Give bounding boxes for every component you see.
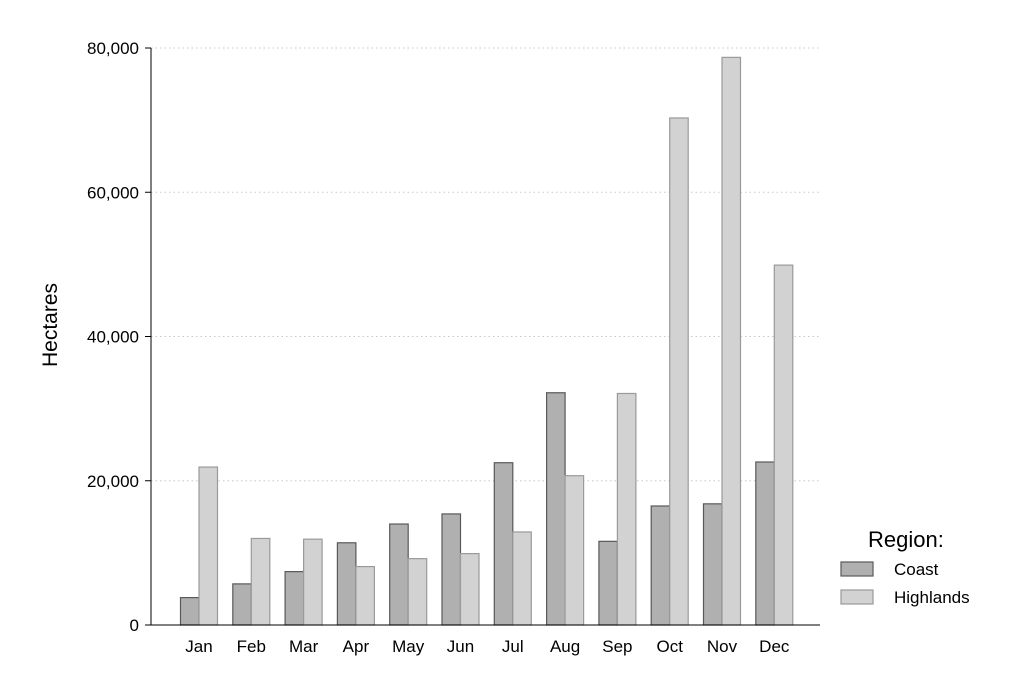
bar-highlands-nov — [721, 56, 742, 626]
legend-swatch-coast — [840, 561, 874, 577]
legend-label-coast: Coast — [894, 560, 939, 579]
y-tick-label: 0 — [130, 616, 139, 635]
x-tick-label: Jan — [185, 637, 212, 656]
y-tick-label: 60,000 — [87, 183, 139, 202]
x-tick-label: Oct — [656, 637, 683, 656]
x-tick-label: Nov — [707, 637, 738, 656]
bar-highlands-jul — [512, 531, 532, 626]
bar-coast-jun — [441, 513, 462, 626]
bar-highlands-feb — [250, 537, 271, 626]
y-tick-label: 80,000 — [87, 39, 139, 58]
x-tick-label: Jun — [447, 637, 474, 656]
x-tick-label: May — [392, 637, 425, 656]
legend-swatch-highlands — [840, 589, 874, 605]
bar-coast-apr — [336, 542, 357, 626]
y-tick-label: 20,000 — [87, 472, 139, 491]
legend: Region: Coast Highlands — [840, 527, 970, 607]
x-tick-label: Jul — [502, 637, 524, 656]
y-axis-title: Hectares — [39, 283, 62, 367]
bar-highlands-oct — [669, 117, 689, 626]
bar-coast-aug — [545, 392, 566, 626]
bar-highlands-sep — [616, 392, 637, 626]
x-tick-labels: Jan Feb Mar Apr May Jun Jul Aug Sep Oct Nov Dec — [185, 637, 790, 656]
bar-coast-jul — [493, 462, 514, 626]
bar-highlands-may — [407, 558, 428, 626]
bar-coast-mar — [284, 571, 305, 626]
bar-highlands-dec — [773, 264, 794, 626]
bar-coast-dec — [755, 461, 775, 626]
bar-coast-sep — [598, 540, 619, 626]
bar-coast-feb — [232, 583, 252, 626]
x-tick-label: Aug — [550, 637, 580, 656]
y-ticks: 0 20,000 40,000 60,000 80,000 — [87, 39, 151, 635]
bars — [179, 56, 794, 626]
x-tick-label: Mar — [289, 637, 319, 656]
bar-highlands-jun — [459, 552, 480, 626]
legend-title: Region: — [868, 527, 944, 552]
bar-coast-nov — [702, 503, 723, 626]
x-tick-label: Apr — [343, 637, 370, 656]
bar-highlands-mar — [303, 538, 323, 626]
x-tick-label: Dec — [759, 637, 790, 656]
gridlines — [151, 47, 820, 482]
bar-coast-jan — [179, 596, 200, 626]
bar-highlands-aug — [564, 475, 585, 626]
x-tick-label: Sep — [602, 637, 632, 656]
bar-coast-oct — [650, 505, 671, 626]
bar-highlands-apr — [355, 565, 375, 626]
bar-highlands-jan — [198, 466, 219, 626]
x-tick-label: Feb — [237, 637, 266, 656]
y-tick-label: 40,000 — [87, 328, 139, 347]
legend-label-highlands: Highlands — [894, 588, 970, 607]
bar-coast-may — [389, 523, 409, 626]
